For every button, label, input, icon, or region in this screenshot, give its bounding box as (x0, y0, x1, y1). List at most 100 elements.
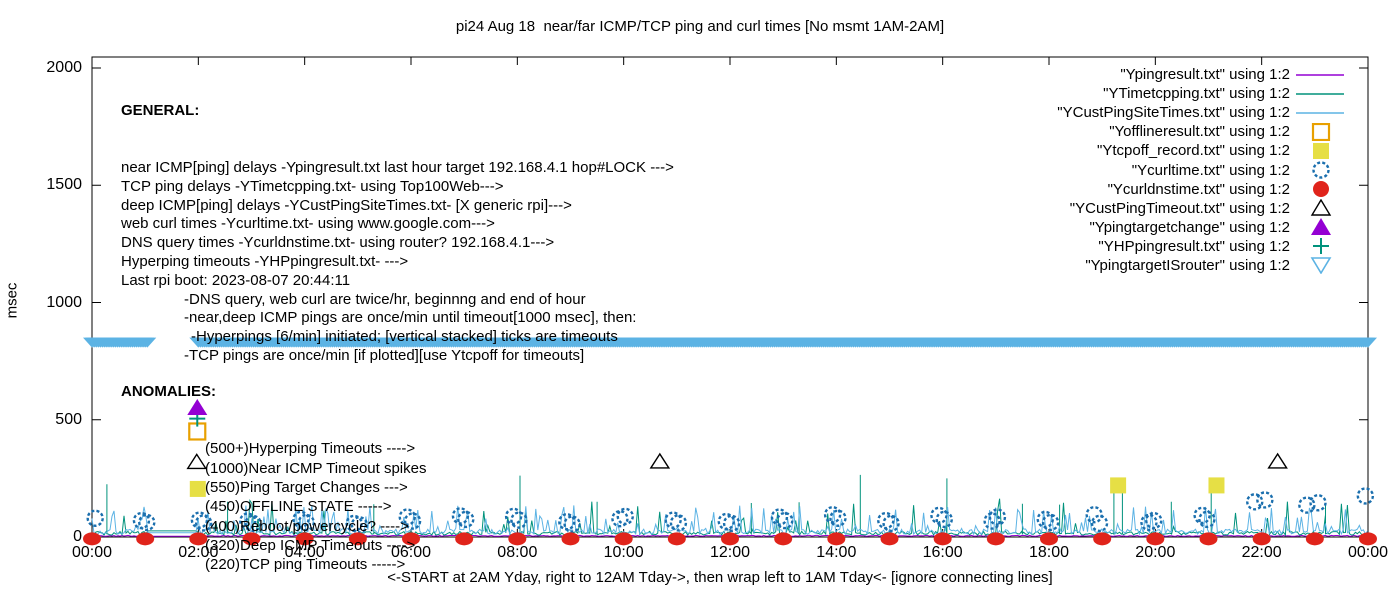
dns-query-point (614, 532, 633, 546)
dns-query-point (1093, 532, 1112, 546)
legend-line-icon (1290, 85, 1356, 103)
anomaly-line-6: (220)TCP ping Timeouts -----> (205, 556, 406, 574)
curl-time-point (563, 515, 581, 533)
legend-row-7: "YCustPingTimeout.txt" using 1:2 (1000, 198, 1356, 218)
general-line-7: -DNS query, web curl are twice/hr, begin… (184, 290, 586, 308)
anomaly-line-3: (450)OFFLINE STATE -----> (205, 498, 392, 516)
curl-time-point (1256, 491, 1274, 509)
curl-time-point (616, 507, 634, 526)
general-line-1: TCP ping delays -YTimetcpping.txt- using… (121, 177, 504, 195)
general-line-5: Hyperping timeouts -YHPpingresult.txt- -… (121, 252, 409, 270)
general-line-10: -TCP pings are once/min [if plotted][use… (184, 346, 585, 364)
curl-time-point (770, 508, 789, 526)
legend-row-6: "Ycurldnstime.txt" using 1:2 (1000, 180, 1356, 199)
dns-query-point (402, 532, 420, 546)
anomalies-lines: (500+)Hyperping Timeouts ----> (1000)Near… (121, 439, 426, 574)
curl-time-point (510, 511, 528, 529)
legend-label: "YHPpingresult.txt" using 1:2 (1098, 237, 1290, 255)
general-line-2: deep ICMP[ping] delays -YCustPingSiteTim… (121, 196, 572, 214)
dns-query-point (986, 532, 1005, 546)
y-axis-label: msec (3, 282, 21, 319)
curl-time-point (776, 511, 794, 530)
general-line-9: -Hyperpings [6/min] initiated; [vertical… (191, 328, 618, 346)
curl-time-point (1298, 496, 1316, 514)
curl-time-point (1246, 493, 1264, 511)
dns-query-point (508, 532, 527, 546)
legend-label: "Ycurldnstime.txt" using 1:2 (1107, 180, 1290, 198)
legend-row-9: "YHPpingresult.txt" using 1:2 (1000, 237, 1356, 256)
x-tick-label: 12:00 (709, 544, 751, 561)
curl-time-point (1193, 506, 1211, 525)
curl-time-point (350, 516, 369, 534)
legend-label: "Ytcpoff_record.txt" using 1:2 (1097, 142, 1290, 160)
legend-label: "Yofflineresult.txt" using 1:2 (1109, 123, 1290, 141)
curl-time-point (244, 514, 262, 533)
dns-query-point (561, 532, 580, 546)
legend-label: "YTimetcpping.txt" using 1:2 (1103, 85, 1290, 103)
anomalies-annotation: ANOMALIES: (500+)Hyperping Timeouts ----… (121, 343, 426, 600)
dns-query-point (1359, 532, 1377, 546)
general-heading: GENERAL: (121, 101, 200, 119)
tcp-timeout-square (1208, 477, 1225, 494)
legend-label: "YCustPingSiteTimes.txt" using 1:2 (1057, 104, 1290, 122)
dns-query-point (880, 532, 899, 546)
legend-label: "Ypingtargetchange" using 1:2 (1089, 218, 1290, 236)
legend-triangle-down-open-icon (1290, 256, 1356, 276)
legend-label: "YpingtargetISrouter" using 1:2 (1085, 256, 1290, 274)
general-lines: near ICMP[ping] delays -Ypingresult.txt … (121, 159, 674, 366)
legend-row-2: "YCustPingSiteTimes.txt" using 1:2 (1000, 103, 1356, 122)
isrouter-band-triangle (1359, 337, 1377, 348)
legend-label: "Ycurltime.txt" using 1:2 (1131, 161, 1290, 179)
curl-time-point (403, 512, 422, 530)
legend-line-icon (1290, 66, 1356, 84)
dns-query-point (667, 532, 686, 546)
anomaly-line-0: (500+)Hyperping Timeouts ----> (205, 440, 416, 458)
curl-time-point (823, 506, 842, 524)
dns-query-point (1146, 532, 1165, 546)
curl-time-point (611, 510, 629, 528)
x-tick-label: 14:00 (816, 544, 857, 561)
x-tick-label: 00:00 (1347, 544, 1389, 561)
dns-query-point (1252, 532, 1271, 546)
legend-label: "YCustPingTimeout.txt" using 1:2 (1069, 199, 1290, 217)
legend-row-0: "Ypingresult.txt" using 1:2 (1000, 65, 1356, 84)
legend-plus-icon (1290, 237, 1356, 255)
x-tick-label: 00:00 (71, 544, 113, 561)
dns-query-point (1305, 532, 1324, 546)
anomaly-line-1: (1000)Near ICMP Timeout spikes (205, 459, 427, 477)
curl-time-point (398, 508, 416, 526)
y-tick-label: 2000 (46, 59, 82, 76)
dns-query-point (136, 532, 155, 546)
dns-query-point (827, 532, 846, 546)
general-line-0: near ICMP[ping] delays -Ypingresult.txt … (121, 158, 674, 176)
dns-query-point (295, 532, 314, 546)
curl-time-point (1041, 513, 1060, 532)
dns-query-point (242, 532, 261, 546)
legend-row-10: "YpingtargetISrouter" using 1:2 (1000, 256, 1356, 276)
dns-query-point (933, 532, 952, 546)
curl-time-point (138, 513, 156, 532)
legend-square-open-icon (1290, 122, 1356, 141)
anomaly-line-2: (550)Ping Target Changes ---> (205, 479, 408, 497)
deep-icmp-timeout-triangle (186, 453, 208, 470)
x-tick-label: 04:00 (284, 544, 325, 561)
curl-time-point (1090, 514, 1109, 533)
ping-target-change-triangle (187, 399, 208, 416)
legend-row-5: "Ycurltime.txt" using 1:2 (1000, 160, 1356, 179)
x-axis-note: <-START at 2AM Yday, right to 12AM Tday-… (387, 569, 1053, 586)
anomalies-heading: ANOMALIES: (121, 382, 216, 400)
x-tick-label: 06:00 (390, 544, 432, 561)
anomaly-line-5: (320)Deep ICMP Timeouts ----> (205, 536, 416, 554)
curl-time-point (988, 508, 1007, 526)
curl-time-point (194, 514, 213, 532)
curl-time-point (504, 507, 523, 526)
legend-triangle-filled-icon (1290, 218, 1356, 236)
curl-time-point (451, 507, 470, 525)
dns-query-point (83, 532, 101, 546)
curl-time-point (930, 506, 948, 525)
tcp-timeout-square (1110, 477, 1127, 494)
legend-row-4: "Ytcpoff_record.txt" using 1:2 (1000, 141, 1356, 160)
tcp-timeout-square (189, 480, 206, 497)
